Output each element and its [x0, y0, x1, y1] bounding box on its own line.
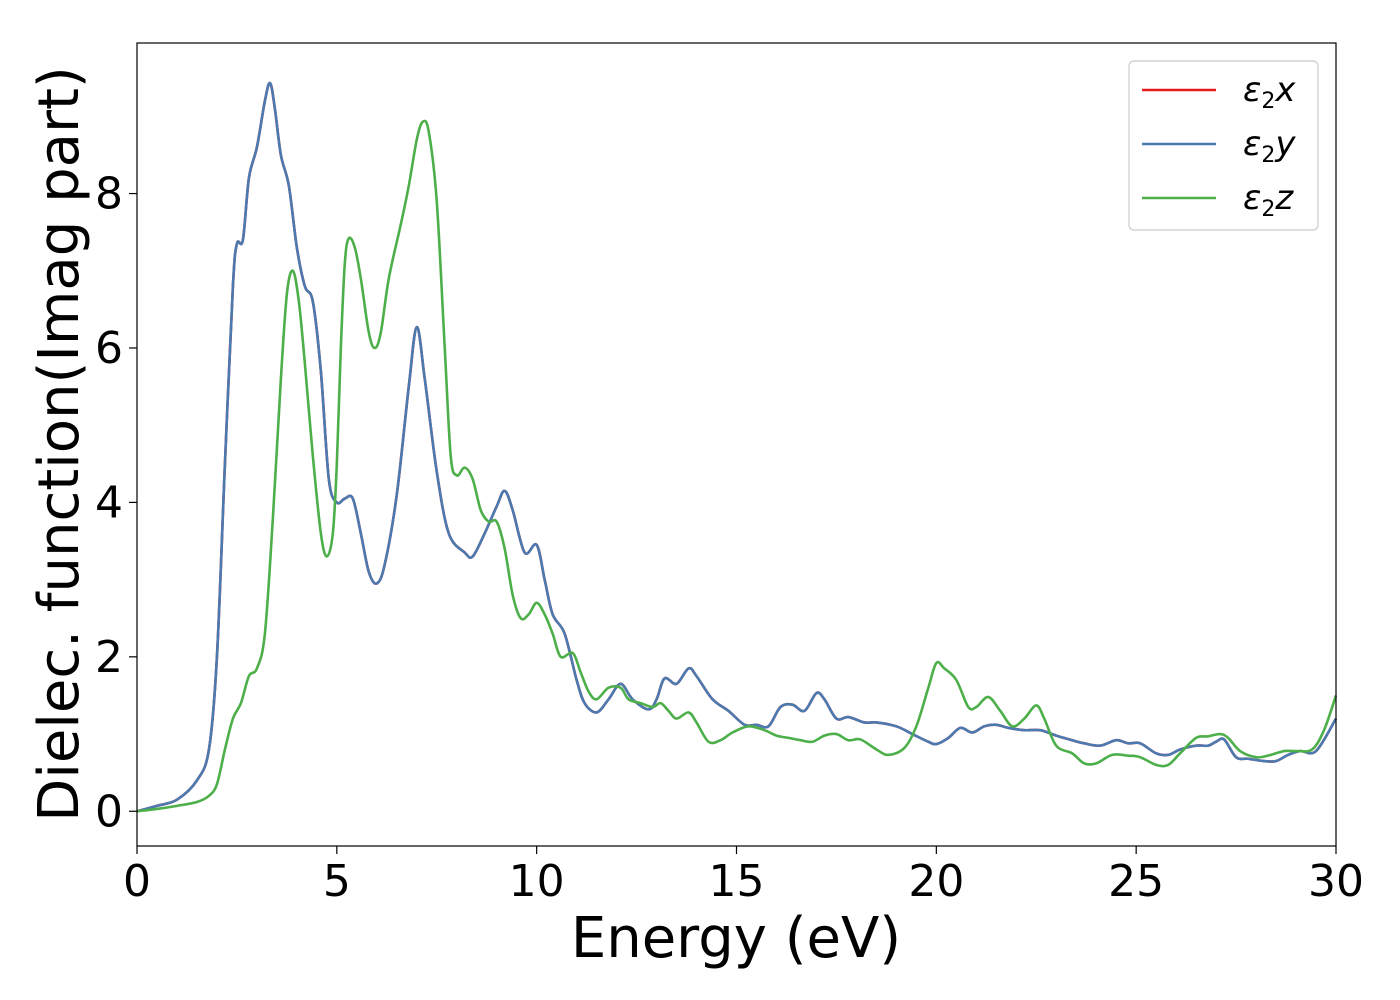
y-axis: 0 2 4 6 8: [95, 169, 137, 837]
x-tick-label: 30: [1308, 856, 1364, 907]
legend-label-z: ε2z: [1243, 178, 1294, 222]
y-tick-label: 2: [95, 632, 123, 683]
x-tick-label: 25: [1108, 856, 1164, 907]
x-tick-label: 20: [908, 856, 964, 907]
y-axis-title: Dielec. function(Imag part): [27, 66, 92, 822]
x-tick-label: 15: [709, 856, 765, 907]
x-tick-label: 10: [509, 856, 565, 907]
legend-label-y: ε2y: [1243, 124, 1296, 168]
y-tick-label: 4: [95, 477, 123, 528]
legend-label-x: ε2x: [1243, 70, 1296, 114]
series-line-z: [136, 119, 1338, 813]
x-tick-label: 5: [323, 856, 351, 907]
series-layer: [136, 81, 1338, 813]
y-tick-label: 0: [95, 786, 123, 837]
x-tick-label: 0: [123, 856, 151, 907]
legend: ε2x ε2y ε2z: [1128, 60, 1319, 231]
y-tick-label: 8: [95, 169, 123, 220]
y-tick-label: 6: [95, 323, 123, 374]
x-axis-title: Energy (eV): [571, 906, 901, 971]
x-axis: 0 5 10 15 20 25 30: [123, 846, 1364, 907]
legend-frame: [1128, 60, 1319, 231]
